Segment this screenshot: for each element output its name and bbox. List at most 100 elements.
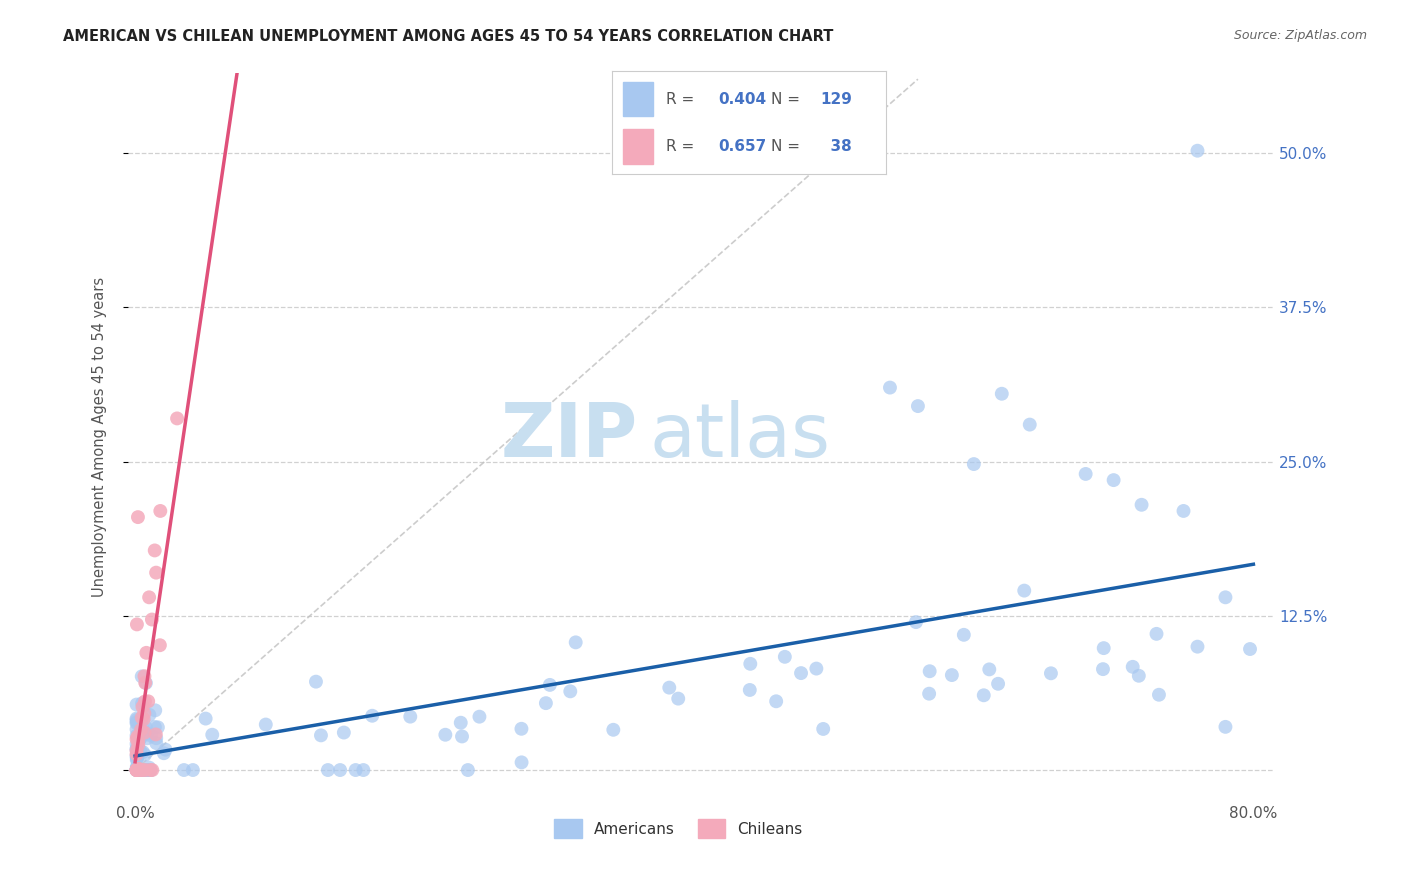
Point [127,747,149,762]
Point [740,657,762,671]
Point [125,750,148,764]
Point [136,727,159,741]
Point [658,681,681,695]
Point [125,743,148,757]
Point [129,731,152,745]
Point [125,763,148,777]
Point [1074,467,1097,481]
Point [129,743,152,757]
Point [918,687,941,701]
Point [738,683,761,698]
Point [127,763,149,777]
Point [134,763,156,777]
Point [329,763,352,777]
Point [125,737,148,751]
Point [125,763,148,777]
Point [129,763,152,777]
Point [131,669,153,683]
Text: 0.657: 0.657 [718,139,766,153]
Point [136,694,159,708]
Point [979,662,1001,676]
Point [143,543,166,558]
Point [155,742,177,756]
Point [125,751,148,765]
Text: 0.404: 0.404 [718,92,766,106]
Point [181,763,204,777]
Text: 38: 38 [820,139,852,153]
Point [1215,591,1237,605]
Point [135,763,157,777]
Point [134,669,156,683]
Point [538,678,561,692]
Point [135,646,157,660]
Point [361,708,384,723]
Point [141,763,163,777]
Text: AMERICAN VS CHILEAN UNEMPLOYMENT AMONG AGES 45 TO 54 YEARS CORRELATION CHART: AMERICAN VS CHILEAN UNEMPLOYMENT AMONG A… [63,29,834,44]
Bar [623,81,652,117]
Point [1102,473,1125,487]
Point [134,747,156,762]
Point [879,381,901,395]
Point [141,613,163,627]
Point [125,747,148,762]
Point [125,763,148,777]
Point [316,763,339,777]
Point [1122,660,1144,674]
Point [143,720,166,734]
Point [145,736,167,750]
Point [131,763,153,777]
Point [135,676,157,690]
Point [125,712,148,726]
Point [125,716,148,731]
Point [134,694,156,708]
Point [125,760,148,774]
Point [1146,627,1168,641]
Text: R =: R = [666,139,700,153]
Point [136,731,159,746]
Bar [623,128,652,163]
Point [131,711,153,725]
Point [125,763,148,777]
Point [129,763,152,777]
Point [127,763,149,777]
Point [457,763,479,777]
Point [1173,504,1195,518]
Point [534,696,557,710]
Point [128,762,150,776]
Point [128,732,150,747]
Point [305,674,328,689]
Text: N =: N = [770,139,804,153]
Point [132,712,155,726]
Point [145,566,167,580]
Point [991,386,1014,401]
Point [125,763,148,777]
Point [138,763,160,777]
Point [399,709,422,723]
Point [125,732,148,747]
Point [131,699,153,714]
Point [132,763,155,777]
Point [132,745,155,759]
Point [138,763,160,777]
Point [128,763,150,777]
Point [134,675,156,690]
Point [806,662,828,676]
Point [125,753,148,767]
Point [149,638,172,652]
Point [128,762,150,776]
Point [125,729,148,743]
Point [434,728,457,742]
Point [127,763,149,777]
Point [941,668,963,682]
Text: R =: R = [666,92,700,106]
Point [125,762,148,776]
Point [1130,498,1153,512]
Point [811,722,834,736]
Point [560,684,582,698]
Point [139,729,162,743]
Point [1012,583,1035,598]
Point [973,688,995,702]
Point [602,723,624,737]
Point [254,717,277,731]
Point [131,719,153,733]
